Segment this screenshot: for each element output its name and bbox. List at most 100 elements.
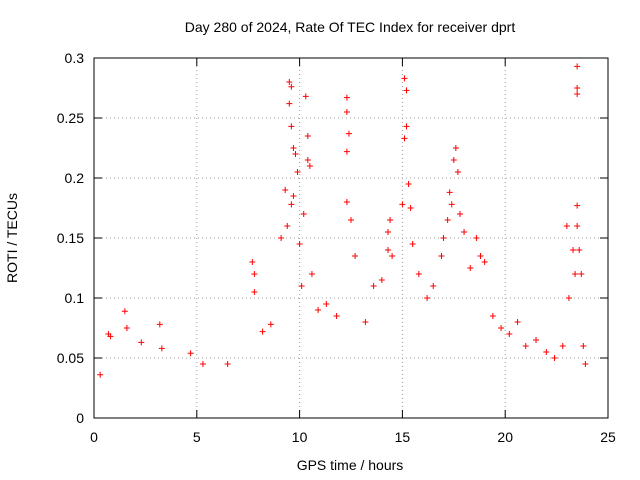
data-point xyxy=(308,271,315,277)
y-tick-label: 0.25 xyxy=(57,110,84,126)
data-point xyxy=(296,241,303,247)
x-tick-label: 25 xyxy=(600,429,616,445)
data-point xyxy=(461,229,468,235)
data-point xyxy=(97,371,104,378)
data-point xyxy=(224,361,231,367)
data-point xyxy=(348,217,354,223)
data-point xyxy=(107,333,114,340)
data-point xyxy=(343,148,350,155)
data-point xyxy=(362,319,369,325)
data-point xyxy=(282,187,289,193)
data-point xyxy=(292,151,299,157)
data-point xyxy=(572,271,579,277)
grid xyxy=(94,58,608,418)
data-point xyxy=(288,201,295,208)
data-point xyxy=(444,217,451,223)
data-point xyxy=(489,313,496,319)
data-point xyxy=(343,94,350,101)
data-point xyxy=(467,265,474,271)
data-point xyxy=(294,169,301,175)
data-point xyxy=(405,181,412,187)
data-point xyxy=(574,63,581,70)
data-point xyxy=(298,283,305,289)
data-point xyxy=(138,339,145,346)
data-point xyxy=(286,100,293,107)
data-point xyxy=(580,343,587,349)
y-tick-label: 0.1 xyxy=(65,290,85,306)
data-point xyxy=(251,289,258,295)
data-point xyxy=(563,223,570,229)
data-point xyxy=(565,295,572,301)
data-point xyxy=(387,217,394,223)
data-point xyxy=(570,247,577,253)
data-point xyxy=(378,277,385,283)
data-point xyxy=(290,193,297,199)
data-points xyxy=(97,63,589,378)
data-point xyxy=(522,343,529,349)
data-point xyxy=(452,145,459,151)
data-point xyxy=(370,283,377,289)
data-point xyxy=(343,109,350,115)
data-point xyxy=(551,355,558,361)
data-point xyxy=(389,253,396,259)
data-point xyxy=(559,343,566,349)
data-point xyxy=(385,229,392,235)
chart-title: Day 280 of 2024, Rate Of TEC Index for r… xyxy=(185,19,516,35)
data-point xyxy=(352,253,359,259)
data-point xyxy=(385,247,392,253)
data-point xyxy=(424,295,431,301)
x-tick-label: 15 xyxy=(395,429,411,445)
data-point xyxy=(574,223,581,229)
data-point xyxy=(300,211,307,217)
data-point xyxy=(543,349,550,355)
data-point xyxy=(514,319,521,325)
data-point xyxy=(403,123,410,130)
data-point xyxy=(409,241,416,247)
data-point xyxy=(401,135,408,142)
data-point xyxy=(345,130,352,137)
data-point xyxy=(304,157,311,163)
data-point xyxy=(278,235,285,241)
y-tick-label: 0.05 xyxy=(57,350,84,366)
data-point xyxy=(267,321,274,328)
data-point xyxy=(430,283,437,289)
data-point xyxy=(399,201,406,208)
data-point xyxy=(533,337,540,343)
data-point xyxy=(121,308,128,315)
axis-ticks: 0 0.05 0.1 0.15 0.2 0.25 0.3 0 5 10 15 20 25 xyxy=(57,50,616,445)
y-tick-label: 0.15 xyxy=(57,230,84,246)
x-tick-label: 10 xyxy=(292,429,308,445)
x-tick-label: 5 xyxy=(193,429,201,445)
data-point xyxy=(477,253,484,259)
data-point xyxy=(199,361,206,367)
x-tick-label: 0 xyxy=(90,429,98,445)
data-point xyxy=(343,199,350,205)
data-point xyxy=(302,93,309,100)
data-point xyxy=(403,87,410,94)
data-point xyxy=(456,211,463,217)
data-point xyxy=(446,189,453,196)
data-point xyxy=(123,325,130,331)
data-point xyxy=(288,123,295,130)
data-point xyxy=(251,271,258,277)
data-point xyxy=(158,345,165,352)
data-point xyxy=(315,307,322,313)
data-point xyxy=(448,201,455,208)
data-point xyxy=(259,328,266,335)
data-point xyxy=(506,331,513,337)
data-point xyxy=(407,205,414,211)
data-point xyxy=(401,75,408,82)
data-point xyxy=(454,169,461,175)
data-point xyxy=(574,202,581,209)
data-point xyxy=(333,313,340,319)
data-point xyxy=(576,247,583,253)
data-point xyxy=(574,91,581,97)
data-point xyxy=(498,325,505,331)
data-point xyxy=(438,253,445,259)
data-point xyxy=(288,83,295,90)
y-tick-label: 0.2 xyxy=(65,170,85,186)
data-point xyxy=(249,259,256,265)
data-point xyxy=(450,157,457,163)
data-point xyxy=(415,271,422,277)
data-point xyxy=(578,271,585,277)
